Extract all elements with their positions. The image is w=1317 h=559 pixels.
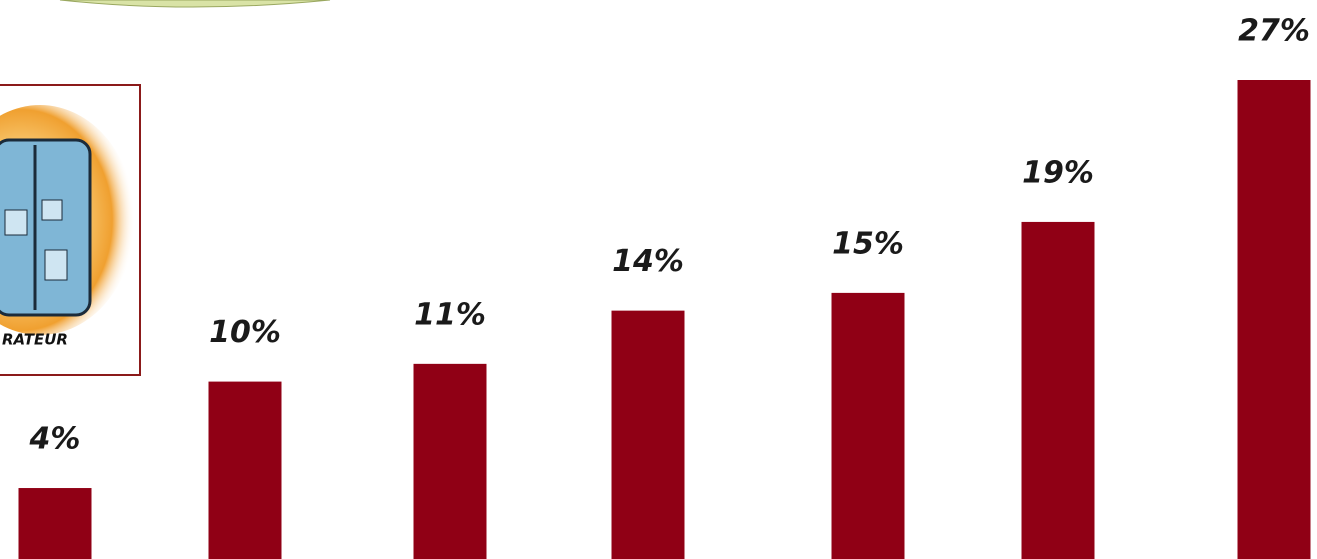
bars: 4% 10% 11% 14% 15% 19% 27% bbox=[18, 14, 1311, 559]
decoration bbox=[59, 0, 331, 8]
bar bbox=[611, 310, 685, 559]
bar bbox=[18, 488, 92, 559]
bar bbox=[831, 292, 905, 559]
value-label: 19% bbox=[1022, 155, 1094, 190]
value-label: 14% bbox=[612, 244, 684, 279]
fridge-item bbox=[41, 199, 63, 221]
value-label: 15% bbox=[832, 226, 904, 261]
bar bbox=[1021, 221, 1095, 559]
fridge-item bbox=[4, 209, 28, 236]
bar bbox=[1237, 80, 1311, 559]
value-label: 27% bbox=[1238, 14, 1310, 49]
illustration: RATEUR bbox=[0, 84, 141, 376]
fridge-item bbox=[44, 249, 68, 281]
value-label: 11% bbox=[414, 297, 486, 332]
bar bbox=[208, 381, 282, 559]
value-label: 10% bbox=[209, 315, 281, 350]
illustration-caption: RATEUR bbox=[2, 331, 68, 349]
value-label: 4% bbox=[29, 422, 81, 457]
bar bbox=[413, 363, 487, 559]
